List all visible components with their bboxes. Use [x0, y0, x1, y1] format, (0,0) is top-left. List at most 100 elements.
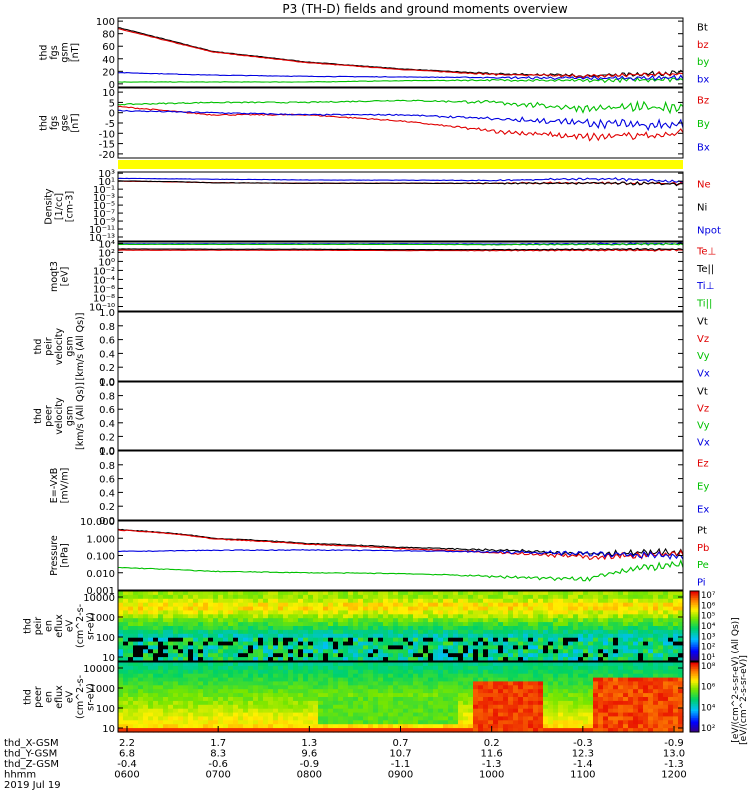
spectrogram-cell: [223, 708, 229, 714]
spectrogram-cell: [148, 700, 154, 706]
spectrogram-cell: [418, 622, 424, 627]
y-tick-label: 10²: [98, 248, 115, 259]
spectrogram-cell: [158, 673, 164, 679]
spectrogram-cell: [423, 693, 429, 698]
spectrogram-cell: [248, 665, 254, 671]
spectrogram-cell: [593, 720, 599, 725]
spectrogram-cell: [468, 728, 474, 733]
colorbar-cell: [690, 610, 699, 613]
spectrogram-cell: [263, 712, 269, 718]
spectrogram-cell: [413, 697, 419, 702]
spectrogram-cell: [663, 594, 669, 600]
y-axis-label: [mV/m]: [59, 468, 70, 504]
spectrogram-cell: [143, 629, 149, 635]
spectrogram-cell: [388, 618, 394, 623]
spectrogram-cell: [133, 689, 139, 694]
spectrogram-cell: [278, 689, 284, 694]
spectrogram-cell: [523, 602, 529, 608]
spectrogram-cell: [233, 657, 239, 662]
spectrogram-cell: [463, 641, 469, 647]
spectrogram-cell: [293, 591, 299, 596]
spectrogram-cell: [448, 689, 454, 694]
spectrogram-cell: [168, 681, 174, 686]
spectrogram-cell: [168, 594, 174, 600]
spectrogram-cell: [618, 697, 624, 702]
spectrogram-cell: [513, 716, 519, 721]
spectrogram-cell: [178, 622, 184, 627]
spectrogram-cell: [358, 728, 364, 733]
spectrogram-cell: [498, 591, 504, 596]
y-tick-label: 0.0: [99, 446, 115, 457]
spectrogram-cell: [468, 720, 474, 725]
spectrogram-cell: [418, 677, 424, 683]
spectrogram-cell: [293, 629, 299, 635]
spectrogram-cell: [358, 708, 364, 714]
colorbar-cell: [690, 596, 699, 599]
spectrogram-cell: [673, 716, 679, 721]
spectrogram-cell: [458, 677, 464, 683]
spectrogram-cell: [473, 693, 479, 698]
spectrogram-cell: [173, 602, 179, 608]
spectrogram-cell: [518, 591, 524, 596]
spectrogram-cell: [338, 602, 344, 608]
spectrogram-cell: [353, 681, 359, 686]
spectrogram-cell: [178, 689, 184, 694]
spectrogram-cell: [638, 618, 644, 623]
spectrogram-cell: [493, 728, 499, 733]
spectrogram-cell: [203, 649, 209, 654]
spectrogram-cell: [293, 700, 299, 706]
spectrogram-cell: [183, 626, 189, 631]
spectrogram-cell: [668, 637, 674, 643]
spectrogram-cell: [453, 591, 459, 596]
spectrogram-cell: [368, 610, 374, 615]
spectrogram-cell: [578, 633, 584, 639]
colorbar-cell: [690, 655, 699, 658]
spectrogram-cell: [533, 618, 539, 623]
y-tick-label: 10.000: [80, 517, 115, 528]
x-tick-label: 10.7: [389, 749, 411, 760]
spectrogram-cell: [413, 626, 419, 631]
spectrogram-cell: [163, 633, 169, 639]
spectrogram-cell: [463, 618, 469, 623]
spectrogram-cell: [313, 662, 319, 667]
spectrogram-cell: [463, 633, 469, 639]
spectrogram-cell: [188, 689, 194, 694]
spectrogram-cell: [553, 665, 559, 671]
spectrogram-cell: [613, 602, 619, 608]
spectrogram-cell: [558, 641, 564, 647]
spectrogram-cell: [623, 669, 629, 675]
spectrogram-cell: [183, 633, 189, 639]
spectrogram-cell: [348, 693, 354, 698]
spectrogram-cell: [673, 633, 679, 639]
spectrogram-cell: [168, 708, 174, 714]
y-tick-label: -10: [99, 129, 115, 140]
spectrogram-cell: [428, 626, 434, 631]
spectrogram-cell: [628, 591, 634, 596]
spectrogram-cell: [133, 724, 139, 729]
spectrogram-cell: [538, 728, 544, 733]
spectrogram-cell: [608, 637, 614, 643]
spectrogram-cell: [318, 591, 324, 596]
spectrogram-cell: [678, 689, 684, 694]
spectrogram-cell: [468, 677, 474, 683]
y-tick-label: -15: [99, 140, 115, 151]
spectrogram-cell: [368, 712, 374, 718]
spectrogram-cell: [598, 708, 604, 714]
spectrogram-cell: [213, 622, 219, 627]
spectrogram-cell: [493, 720, 499, 725]
spectrogram-cell: [238, 649, 244, 654]
spectrogram-cell: [168, 641, 174, 647]
spectrogram-cell: [413, 693, 419, 698]
spectrogram-cell: [483, 591, 489, 596]
spectrogram-cell: [623, 677, 629, 683]
spectrogram-cell: [363, 685, 369, 690]
spectrogram-cell: [163, 610, 169, 615]
spectrogram-cell: [528, 689, 534, 694]
spectrogram-cell: [343, 681, 349, 686]
spectrogram-cell: [428, 724, 434, 729]
spectrogram-cell: [178, 594, 184, 600]
spectrogram-cell: [138, 689, 144, 694]
spectrogram-cell: [453, 681, 459, 686]
spectrogram-cell: [248, 610, 254, 615]
spectrogram-cell: [548, 626, 554, 631]
